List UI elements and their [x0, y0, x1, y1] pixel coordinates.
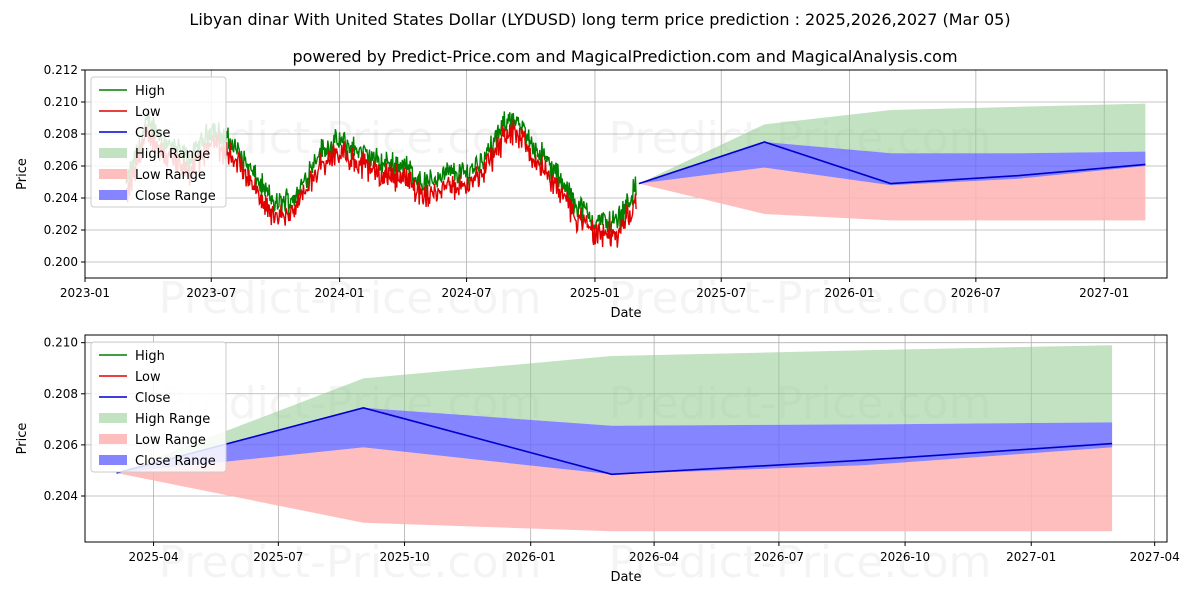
legend-label: High Range — [135, 412, 210, 427]
bottom-plot: Predict-Price.comPredict-Price.comPredic… — [15, 334, 1180, 588]
y-tick-label: 0.212 — [44, 63, 78, 77]
close-range-area — [638, 142, 1146, 186]
y-tick-label: 0.210 — [44, 336, 78, 350]
legend-swatch-close-range — [99, 190, 127, 200]
low-range-area — [116, 447, 1113, 532]
close-forecast-line — [116, 406, 1113, 476]
legend-swatch-low-range — [99, 169, 127, 179]
legend-label: High — [135, 84, 165, 99]
legend: High Low Close High Range Low Range Close Ran… — [90, 341, 227, 473]
y-axis-label: Price — [15, 423, 30, 455]
legend-label: Close Range — [135, 454, 216, 469]
watermark: Predict-Price.com — [609, 273, 992, 324]
close-forecast-line — [638, 141, 1146, 185]
legend-swatch-high-range — [99, 148, 127, 158]
legend-label: Low — [135, 105, 161, 120]
high-range-area — [638, 103, 1146, 184]
low-range-area — [638, 166, 1146, 221]
x-tick-label: 2025-01 — [570, 286, 620, 300]
chart-title: Libyan dinar With United States Dollar (… — [189, 10, 1010, 29]
y-tick-label: 0.208 — [44, 387, 78, 401]
legend-label: Close — [135, 391, 170, 406]
legend-swatch-low-range — [99, 434, 127, 444]
watermark: Predict-Price.com — [159, 273, 542, 324]
series-group — [125, 103, 1146, 248]
high-range-area — [116, 345, 1113, 473]
x-tick-label: 2026-01 — [506, 550, 556, 564]
x-tick-label: 2025-07 — [696, 286, 746, 300]
x-tick-label: 2025-07 — [253, 550, 303, 564]
x-tick-label: 2027-04 — [1130, 550, 1180, 564]
legend-label: Close Range — [135, 189, 216, 204]
legend-label: High Range — [135, 147, 210, 162]
x-axis-label: Date — [610, 306, 641, 321]
x-tick-label: 2023-01 — [60, 286, 110, 300]
legend-swatch-high-range — [99, 413, 127, 423]
axes-frame — [84, 334, 1168, 543]
x-tick-label: 2026-01 — [825, 286, 875, 300]
x-tick-label: 2024-01 — [315, 286, 365, 300]
x-tick-label: 2025-04 — [128, 550, 178, 564]
x-tick-label: 2026-07 — [754, 550, 804, 564]
y-tick-label: 0.210 — [44, 95, 78, 109]
watermark: Predict-Price.com — [159, 537, 542, 588]
close-range-area — [116, 407, 1113, 475]
legend-label: Low Range — [135, 433, 206, 448]
x-tick-label: 2027-01 — [1006, 550, 1056, 564]
x-tick-label: 2026-07 — [951, 286, 1001, 300]
y-tick-label: 0.206 — [44, 438, 78, 452]
y-axis-label: Price — [15, 158, 30, 190]
legend-label: High — [135, 349, 165, 364]
axes-frame — [84, 69, 1168, 279]
legend-label: Low Range — [135, 168, 206, 183]
x-tick-label: 2027-01 — [1079, 286, 1129, 300]
y-tick-label: 0.208 — [44, 127, 78, 141]
x-tick-label: 2025-10 — [379, 550, 429, 564]
legend-label: Close — [135, 126, 170, 141]
legend: High Low Close High Range Low Range Close Ran… — [90, 76, 227, 208]
watermark: Predict-Price.com — [609, 537, 992, 588]
y-tick-label: 0.202 — [44, 223, 78, 237]
y-tick-label: 0.204 — [44, 489, 78, 503]
y-tick-label: 0.204 — [44, 191, 78, 205]
legend-swatch-close-range — [99, 455, 127, 465]
chart-subtitle: powered by Predict-Price.com and Magical… — [292, 47, 957, 66]
legend-label: Low — [135, 370, 161, 385]
x-axis-label: Date — [610, 570, 641, 585]
x-tick-label: 2023-07 — [186, 286, 236, 300]
series-group — [116, 345, 1113, 532]
x-tick-label: 2024-07 — [442, 286, 492, 300]
x-tick-label: 2026-10 — [880, 550, 930, 564]
x-tick-label: 2026-04 — [629, 550, 679, 564]
y-tick-label: 0.200 — [44, 255, 78, 269]
y-tick-label: 0.206 — [44, 159, 78, 173]
